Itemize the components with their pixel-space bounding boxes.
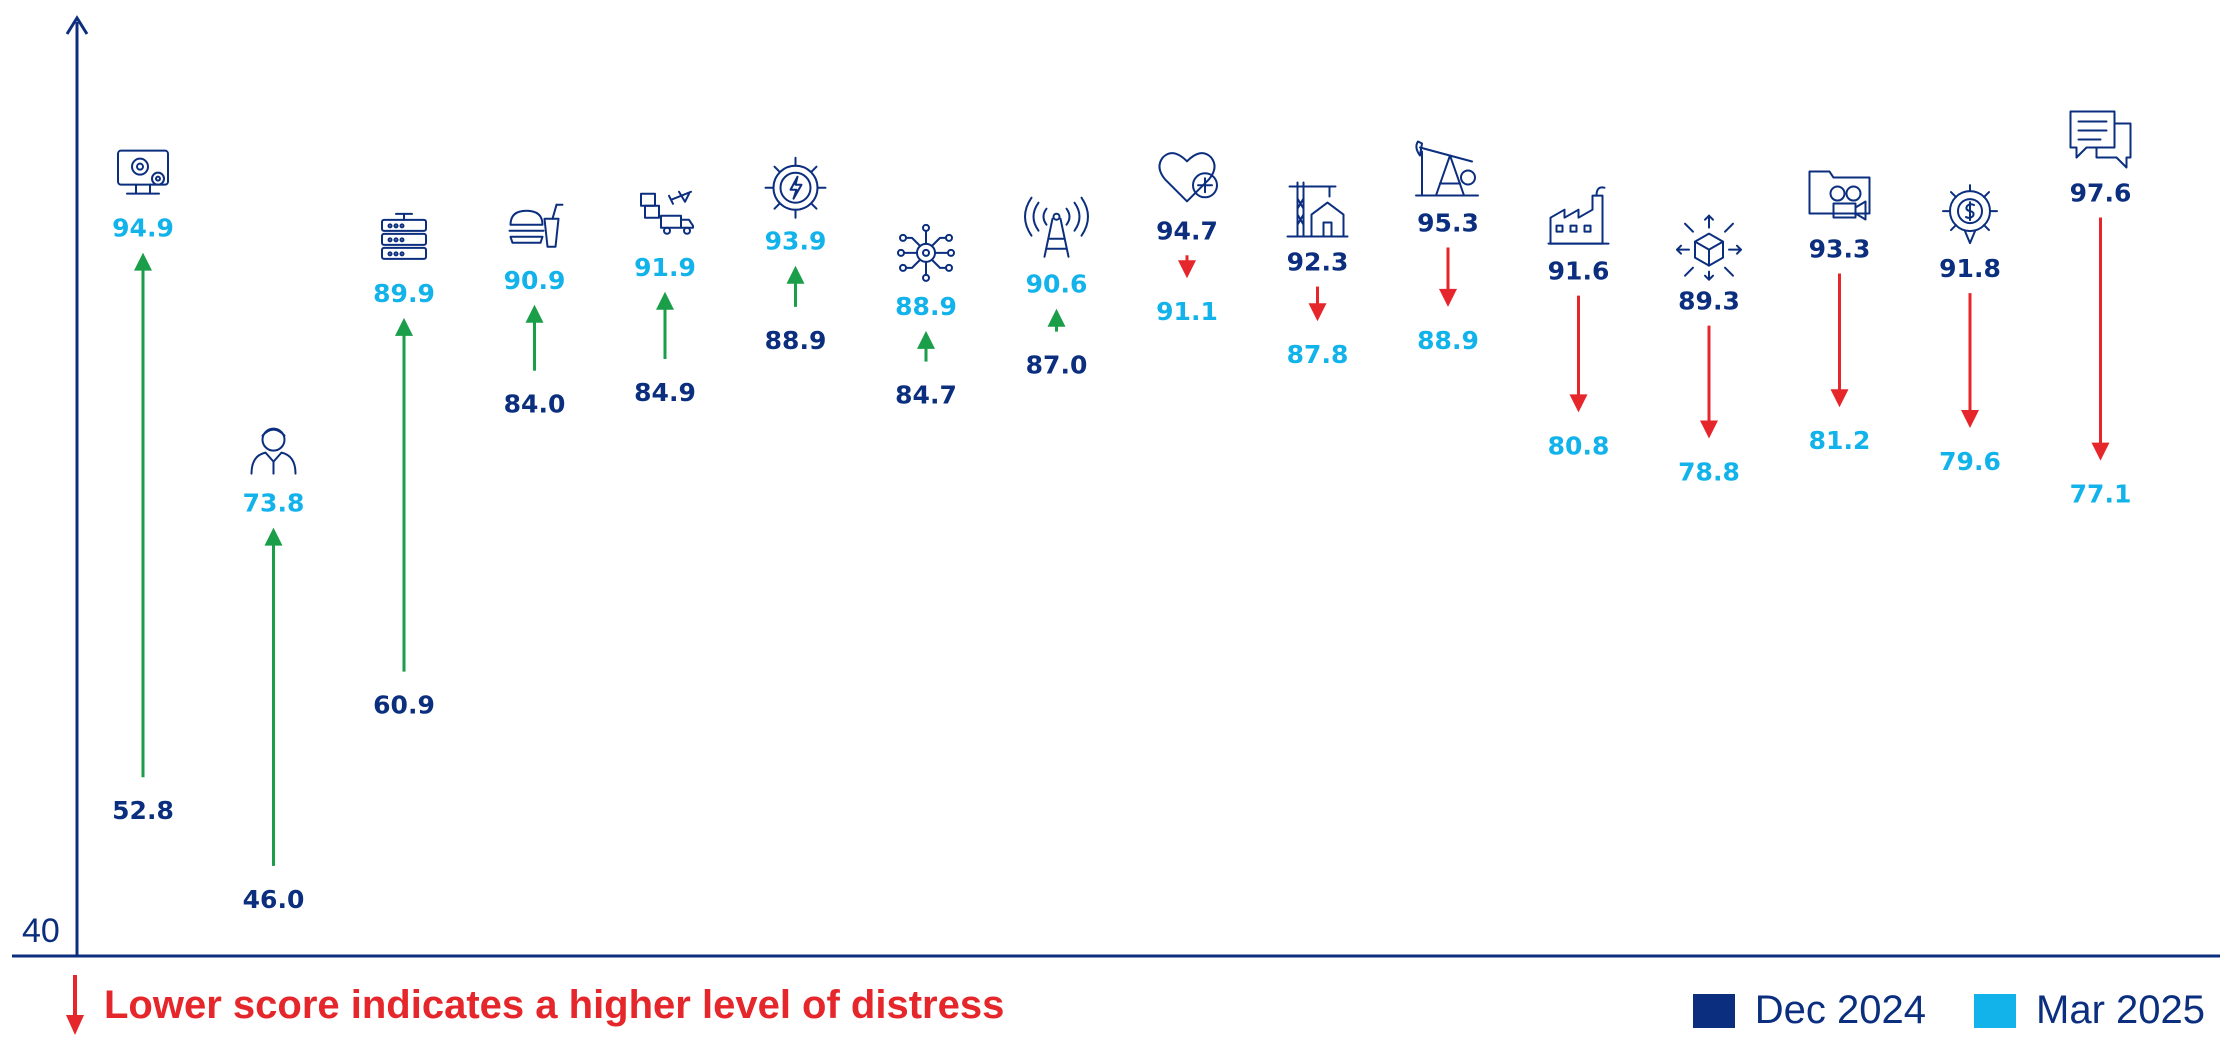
logistics-icon xyxy=(640,190,694,235)
down-arrow-icon xyxy=(66,975,84,1035)
y-tick-label: 40 xyxy=(22,912,60,950)
increase-arrow-head xyxy=(1047,308,1066,327)
decrease-arrow-head xyxy=(1830,389,1849,408)
mar-2025-value: 91.1 xyxy=(1156,297,1218,326)
mar-2025-value: 94.9 xyxy=(112,214,174,243)
oil-pump-icon xyxy=(1415,140,1479,197)
increase-arrow-head xyxy=(786,265,805,284)
category-16: 97.6 77.1 xyxy=(2069,110,2132,509)
speech-bubbles-icon xyxy=(2069,110,2132,169)
dec-2024-value: 94.7 xyxy=(1156,216,1218,245)
distress-note: Lower score indicates a higher level of … xyxy=(66,975,1005,1035)
dec-2024-value: 91.6 xyxy=(1548,257,1610,286)
mar-2025-value: 89.9 xyxy=(373,279,435,308)
dec-2024-value: 92.3 xyxy=(1287,248,1349,277)
category-15: 91.8 79.6 xyxy=(1939,184,2001,476)
legend: Dec 2024 Mar 2025 xyxy=(1645,988,2205,1033)
dec-2024-value: 46.0 xyxy=(243,885,305,914)
mar-2025-value: 88.9 xyxy=(895,292,957,321)
increase-arrow-head xyxy=(264,527,283,546)
signal-tower-icon xyxy=(1024,196,1089,258)
distress-note-text: Lower score indicates a higher level of … xyxy=(104,982,1005,1027)
mar-2025-value: 87.8 xyxy=(1287,340,1349,369)
circuit-network-icon xyxy=(897,223,955,282)
category-6: 93.9 88.9 xyxy=(764,156,827,355)
dumbbell-chart: 40 94.9 52.8 73.8 46.0 89.9 60.9 90.9 84.0 91.9 84… xyxy=(12,15,2220,958)
mar-2025-value: 93.9 xyxy=(765,227,827,256)
decrease-arrow-head xyxy=(1569,394,1588,413)
dec-2024-value: 84.7 xyxy=(895,381,957,410)
legend-item-dec-2024: Dec 2024 xyxy=(1692,988,1927,1033)
category-8: 90.6 87.0 xyxy=(1024,196,1089,380)
increase-arrow-head xyxy=(525,304,544,323)
mar-2025-value: 81.2 xyxy=(1809,426,1871,455)
dec-2024-value: 84.0 xyxy=(504,390,566,419)
category-4: 90.9 84.0 xyxy=(504,203,566,419)
dec-2024-value: 93.3 xyxy=(1809,235,1871,264)
increase-arrow-head xyxy=(134,252,152,271)
legend-label-dec-2024: Dec 2024 xyxy=(1754,988,1927,1032)
dec-2024-value: 84.9 xyxy=(634,378,696,407)
dec-2024-value: 91.8 xyxy=(1939,254,2001,283)
decrease-arrow-head xyxy=(1961,410,1979,429)
category-11: 95.3 88.9 xyxy=(1415,140,1479,355)
increase-arrow-head xyxy=(917,330,935,349)
category-1: 94.9 52.8 xyxy=(112,149,174,825)
category-10: 92.3 87.8 xyxy=(1286,181,1349,369)
legend-swatch-mar-2025 xyxy=(1974,993,2017,1028)
mar-2025-value: 90.6 xyxy=(1026,270,1088,299)
mar-2025-value: 88.9 xyxy=(1417,326,1479,355)
mar-2025-value: 80.8 xyxy=(1548,431,1610,460)
y-axis-arrowhead xyxy=(65,15,89,35)
factory-icon xyxy=(1547,186,1610,245)
film-camera-icon xyxy=(1808,170,1871,221)
dec-2024-value: 97.6 xyxy=(2070,179,2132,208)
legend-label-mar-2025: Mar 2025 xyxy=(2036,988,2205,1032)
mar-2025-value: 73.8 xyxy=(243,489,305,518)
mar-2025-value: 91.9 xyxy=(634,253,696,282)
decrease-arrow-head xyxy=(1178,260,1196,279)
decrease-arrow-head xyxy=(1700,420,1718,439)
computer-gear-icon xyxy=(117,149,169,195)
category-5: 91.9 84.9 xyxy=(634,190,696,407)
dec-2024-value: 87.0 xyxy=(1026,351,1088,380)
category-7: 88.9 84.7 xyxy=(895,223,957,410)
legend-item-mar-2025: Mar 2025 xyxy=(1974,988,2205,1033)
mar-2025-value: 90.9 xyxy=(504,266,566,295)
category-9: 94.7 91.1 xyxy=(1156,152,1218,326)
increase-arrow-head xyxy=(395,317,413,336)
mar-2025-value: 78.8 xyxy=(1678,457,1740,486)
dec-2024-value: 88.9 xyxy=(765,326,827,355)
legend-swatch-dec-2024 xyxy=(1692,993,1735,1028)
dec-2024-value: 52.8 xyxy=(112,796,174,825)
category-13: 89.3 78.8 xyxy=(1676,214,1742,486)
fast-food-icon xyxy=(508,203,564,248)
dec-2024-value: 95.3 xyxy=(1417,208,1479,237)
energy-gear-icon xyxy=(764,156,827,219)
mar-2025-value: 79.6 xyxy=(1939,447,2001,476)
package-distribution-icon xyxy=(1676,214,1742,281)
dollar-gear-icon xyxy=(1942,184,1998,245)
category-14: 93.3 81.2 xyxy=(1808,170,1871,455)
person-icon xyxy=(250,427,297,475)
crane-house-icon xyxy=(1286,181,1349,238)
category-2: 73.8 46.0 xyxy=(243,427,305,914)
decrease-arrow-head xyxy=(1308,303,1327,322)
decrease-arrow-head xyxy=(1439,288,1457,307)
dec-2024-value: 60.9 xyxy=(373,691,435,720)
increase-arrow-head xyxy=(656,291,674,310)
decrease-arrow-head xyxy=(2091,442,2110,461)
server-rack-icon xyxy=(381,212,427,260)
mar-2025-value: 77.1 xyxy=(2070,480,2132,509)
heart-plus-icon xyxy=(1158,152,1218,203)
dec-2024-value: 89.3 xyxy=(1678,287,1740,316)
category-12: 91.6 80.8 xyxy=(1547,186,1610,460)
category-3: 89.9 60.9 xyxy=(373,212,435,720)
